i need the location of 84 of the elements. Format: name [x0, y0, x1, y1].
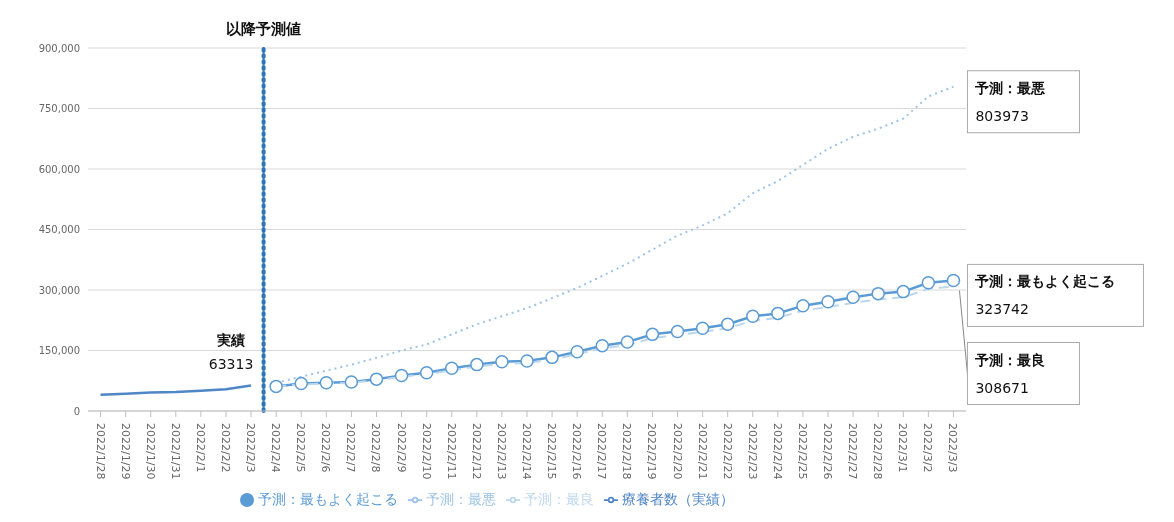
point: [645, 327, 660, 342]
x-tick-label: 2022/1/30: [143, 423, 157, 480]
point: [319, 376, 334, 390]
x-tick-label: 2022/2/1: [193, 423, 207, 473]
x-tick-label: 2022/2/14: [520, 423, 533, 480]
point: [545, 350, 559, 365]
point: [720, 317, 735, 332]
x-tick-label: 2022/3/3: [946, 423, 960, 473]
point: [695, 321, 710, 336]
x-tick-label: 2022/2/6: [319, 423, 333, 473]
point: [896, 284, 911, 299]
y-tick-label: 150,000: [38, 345, 80, 357]
point: [771, 306, 785, 321]
x-tick-label: 2022/2/19: [645, 423, 659, 480]
point: [670, 324, 685, 339]
line-series: [99, 384, 253, 397]
y-tick-label: 0: [73, 405, 80, 417]
x-tick-label: 2022/2/16: [570, 423, 584, 480]
x-tick-label: 2022/2/23: [745, 423, 759, 480]
point: [746, 309, 760, 323]
x-tick-label: 2022/2/11: [444, 423, 458, 480]
x-tick-label: 2022/2/22: [720, 423, 734, 480]
x-tick-label: 2022/2/20: [670, 423, 684, 480]
x-tick-label: 2022/2/18: [620, 423, 634, 480]
ref-line-label: 以降予測値: [226, 20, 302, 38]
legend-label: 療養者数（実績）: [622, 491, 734, 507]
annotation: 実績: [217, 332, 246, 349]
point: [570, 344, 584, 359]
x-tick-label: 2022/2/26: [821, 423, 835, 480]
x-tick-label: 2022/2/27: [846, 423, 860, 480]
data-label: 803973: [975, 107, 1029, 124]
data-label: 323742: [975, 301, 1029, 318]
x-tick-label: 2022/2/15: [545, 423, 559, 480]
x-tick-label: 2022/3/1: [896, 423, 910, 473]
legend-label: 予測：最悪: [426, 491, 496, 507]
legend-label: 予測：最良: [524, 491, 594, 507]
x-tick-label: 2022/1/28: [93, 423, 107, 480]
x-tick-label: 2022/2/9: [394, 423, 408, 473]
point: [921, 275, 936, 290]
x-tick-label: 2022/2/4: [269, 423, 283, 473]
y-tick-label: 900,000: [38, 42, 80, 54]
y-tick-label: 600,000: [38, 163, 80, 175]
x-tick-label: 2022/1/31: [168, 423, 182, 480]
point: [495, 355, 509, 369]
point: [294, 376, 308, 391]
x-tick-label: 2022/2/7: [344, 423, 358, 473]
x-tick-label: 2022/2/24: [770, 423, 784, 480]
x-tick-label: 2022/2/5: [294, 423, 308, 473]
x-tick-label: 2022/2/3: [244, 423, 258, 473]
point: [871, 286, 885, 301]
point: [470, 357, 484, 372]
point: [369, 372, 384, 386]
x-tick-label: 2022/2/12: [469, 423, 483, 480]
x-tick-label: 2022/2/8: [369, 423, 383, 473]
y-tick-label: 300,000: [38, 284, 80, 296]
annotation: 予測：最もよく起こる: [974, 273, 1116, 290]
annotation: 予測：最良: [974, 351, 1046, 368]
data-label: 63313: [208, 356, 254, 373]
point: [846, 290, 860, 305]
x-tick-label: 2022/2/13: [494, 423, 508, 480]
point: [946, 273, 961, 288]
x-tick-label: 2022/2/17: [595, 423, 609, 480]
point: [269, 379, 283, 394]
point: [821, 294, 835, 309]
x-tick-label: 2022/2/10: [419, 423, 433, 480]
annotation: 予測：最悪: [974, 79, 1047, 96]
point: [394, 368, 409, 383]
point: [344, 375, 359, 389]
x-tick-label: 2022/3/2: [921, 423, 935, 473]
point: [444, 361, 459, 375]
point: [595, 338, 610, 353]
y-tick-label: 450,000: [38, 224, 80, 236]
x-tick-label: 2022/2/25: [795, 423, 809, 480]
data-label: 308671: [975, 379, 1029, 396]
x-tick-label: 2022/2/2: [218, 423, 232, 473]
point: [520, 354, 534, 368]
y-tick-label: 750,000: [38, 103, 80, 115]
x-tick-label: 2022/2/21: [695, 423, 709, 480]
point: [419, 365, 434, 380]
legend-label: 予測：最もよく起こる: [258, 491, 398, 507]
point: [796, 298, 810, 313]
x-tick-label: 2022/2/28: [871, 423, 885, 480]
point: [620, 335, 635, 349]
x-tick-label: 2022/1/29: [118, 423, 132, 480]
